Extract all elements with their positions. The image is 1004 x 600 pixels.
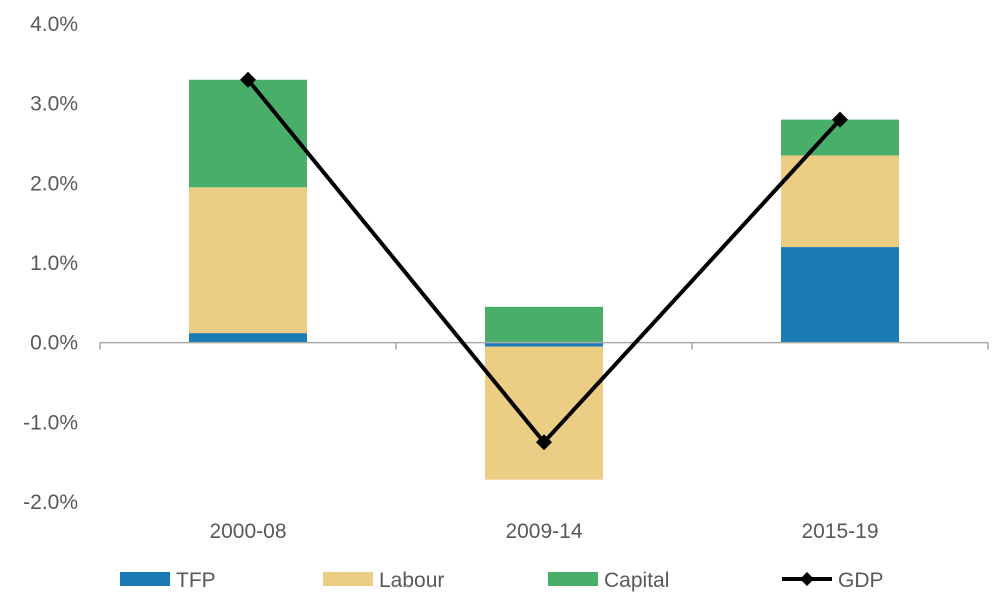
bar-labour-2000-08 bbox=[189, 187, 307, 334]
gdp-point-2015-19 bbox=[832, 111, 848, 128]
x-tick-label: 2015-19 bbox=[801, 520, 878, 543]
y-tick-label: 0.0% bbox=[30, 332, 78, 355]
legend-item-tfp: TFP bbox=[120, 569, 216, 592]
gdp-point-2000-08 bbox=[240, 71, 256, 88]
legend-label-labour: Labour bbox=[379, 569, 444, 592]
y-tick-label: -2.0% bbox=[23, 491, 78, 514]
bar-tfp-2009-14 bbox=[485, 342, 603, 347]
legend-item-gdp: GDP bbox=[782, 569, 884, 592]
bar-capital-2009-14 bbox=[485, 306, 603, 343]
gdp-line bbox=[240, 71, 848, 451]
y-tick-label: 1.0% bbox=[30, 252, 78, 275]
legend-swatch-tfp bbox=[120, 572, 170, 586]
legend-item-capital: Capital bbox=[548, 569, 669, 592]
bar-tfp-2015-19 bbox=[781, 247, 899, 343]
y-tick-label: 2.0% bbox=[30, 172, 78, 195]
bar-labour-2009-14 bbox=[485, 346, 603, 480]
y-tick-label: -1.0% bbox=[23, 411, 78, 434]
legend-label-gdp: GDP bbox=[838, 569, 884, 592]
legend-swatch-labour bbox=[323, 572, 373, 586]
legend: TFP Labour Capital GDP bbox=[120, 569, 884, 592]
legend-swatch-capital bbox=[548, 572, 598, 586]
y-tick-label: 4.0% bbox=[30, 13, 78, 36]
y-tick-label: 3.0% bbox=[30, 93, 78, 116]
bar-tfp-2000-08 bbox=[189, 333, 307, 343]
legend-label-capital: Capital bbox=[604, 569, 669, 592]
gdp-point-2009-14 bbox=[536, 434, 552, 451]
legend-label-tfp: TFP bbox=[176, 569, 216, 592]
bars bbox=[189, 79, 899, 480]
x-tick-label: 2000-08 bbox=[209, 520, 286, 543]
legend-marker-gdp bbox=[800, 572, 814, 586]
x-axis bbox=[99, 341, 989, 350]
x-tick-label: 2009-14 bbox=[505, 520, 582, 543]
bar-labour-2015-19 bbox=[781, 155, 899, 248]
x-axis-ticks: 2000-08 2009-14 2015-19 bbox=[209, 520, 878, 543]
bar-capital-2000-08 bbox=[189, 79, 307, 188]
legend-item-labour: Labour bbox=[323, 569, 444, 592]
y-axis-ticks: 4.0% 3.0% 2.0% 1.0% 0.0% -1.0% -2.0% bbox=[23, 13, 78, 514]
